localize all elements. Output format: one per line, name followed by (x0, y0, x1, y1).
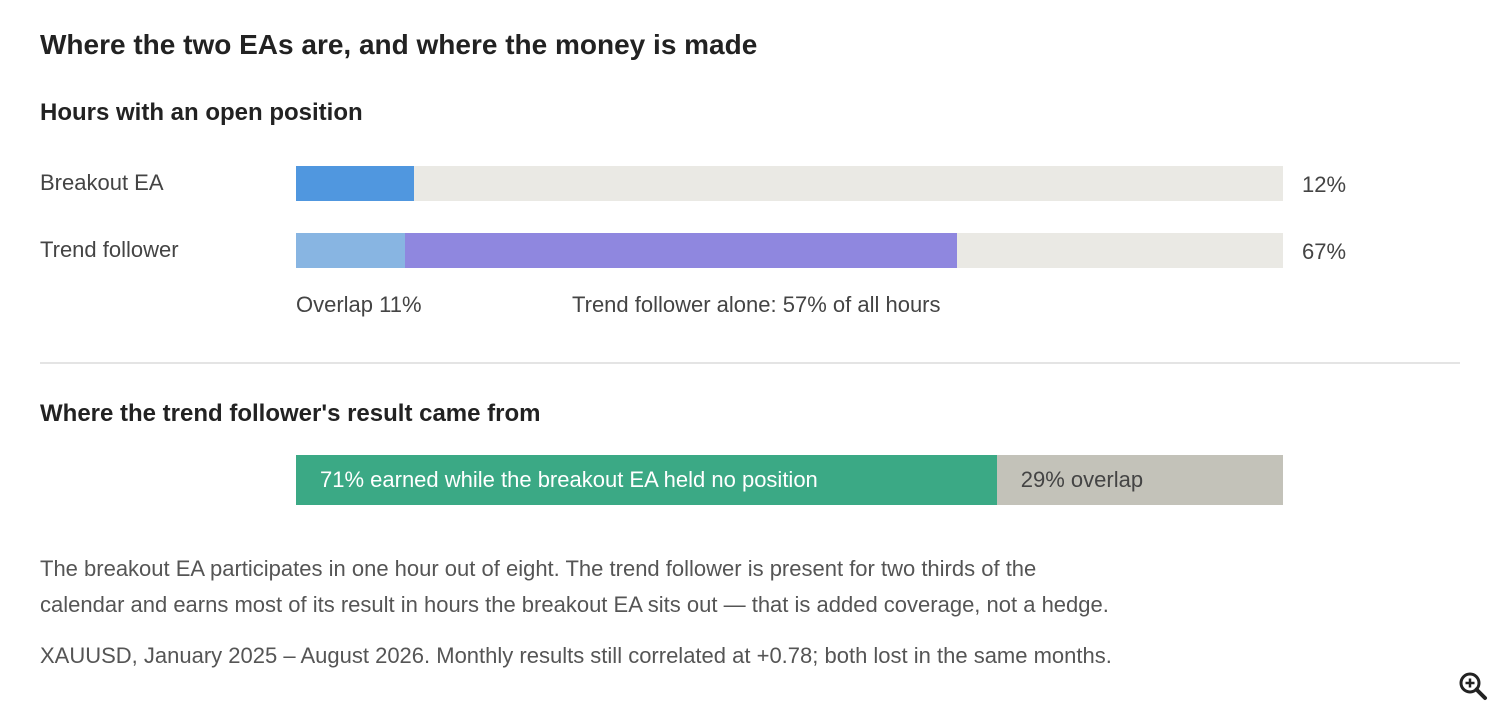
section-divider (40, 362, 1460, 364)
bar-segment-overlap (296, 233, 405, 268)
row-label-trend: Trend follower (40, 237, 179, 262)
value-label-trend: 67% (1302, 239, 1347, 264)
section-heading-hours: Hours with an open position (40, 99, 363, 126)
split-label-earned-alone: 71% earned while the breakout EA held no… (320, 467, 818, 492)
row-label-breakout: Breakout EA (40, 170, 164, 195)
bar-segment-trend-alone (404, 233, 958, 268)
result-split-bar: 71% earned while the breakout EA held no… (296, 455, 1283, 505)
section-heading-result: Where the trend follower's result came f… (40, 400, 541, 427)
split-label-overlap: 29% overlap (1020, 467, 1144, 492)
summary-line-2: calendar and earns most of its result in… (40, 592, 1109, 617)
annotation-trend-alone: Trend follower alone: 57% of all hours (572, 292, 941, 317)
zoom-in-icon[interactable] (1458, 671, 1488, 701)
value-label-breakout: 12% (1302, 172, 1347, 197)
annotation-overlap: Overlap 11% (296, 292, 422, 317)
bar-track-trend (296, 233, 1283, 268)
chart-title: Where the two EAs are, and where the mon… (40, 29, 758, 60)
bar-segment-breakout (296, 166, 415, 201)
footnote: XAUUSD, January 2025 – August 2026. Mont… (40, 643, 1112, 668)
bar-track-breakout (296, 166, 1283, 201)
split-segment-overlap: 29% overlap (996, 455, 1283, 505)
split-segment-earned-alone: 71% earned while the breakout EA held no… (296, 455, 997, 505)
summary-line-1: The breakout EA participates in one hour… (40, 556, 1037, 581)
summary-paragraph: The breakout EA participates in one hour… (40, 551, 1109, 623)
